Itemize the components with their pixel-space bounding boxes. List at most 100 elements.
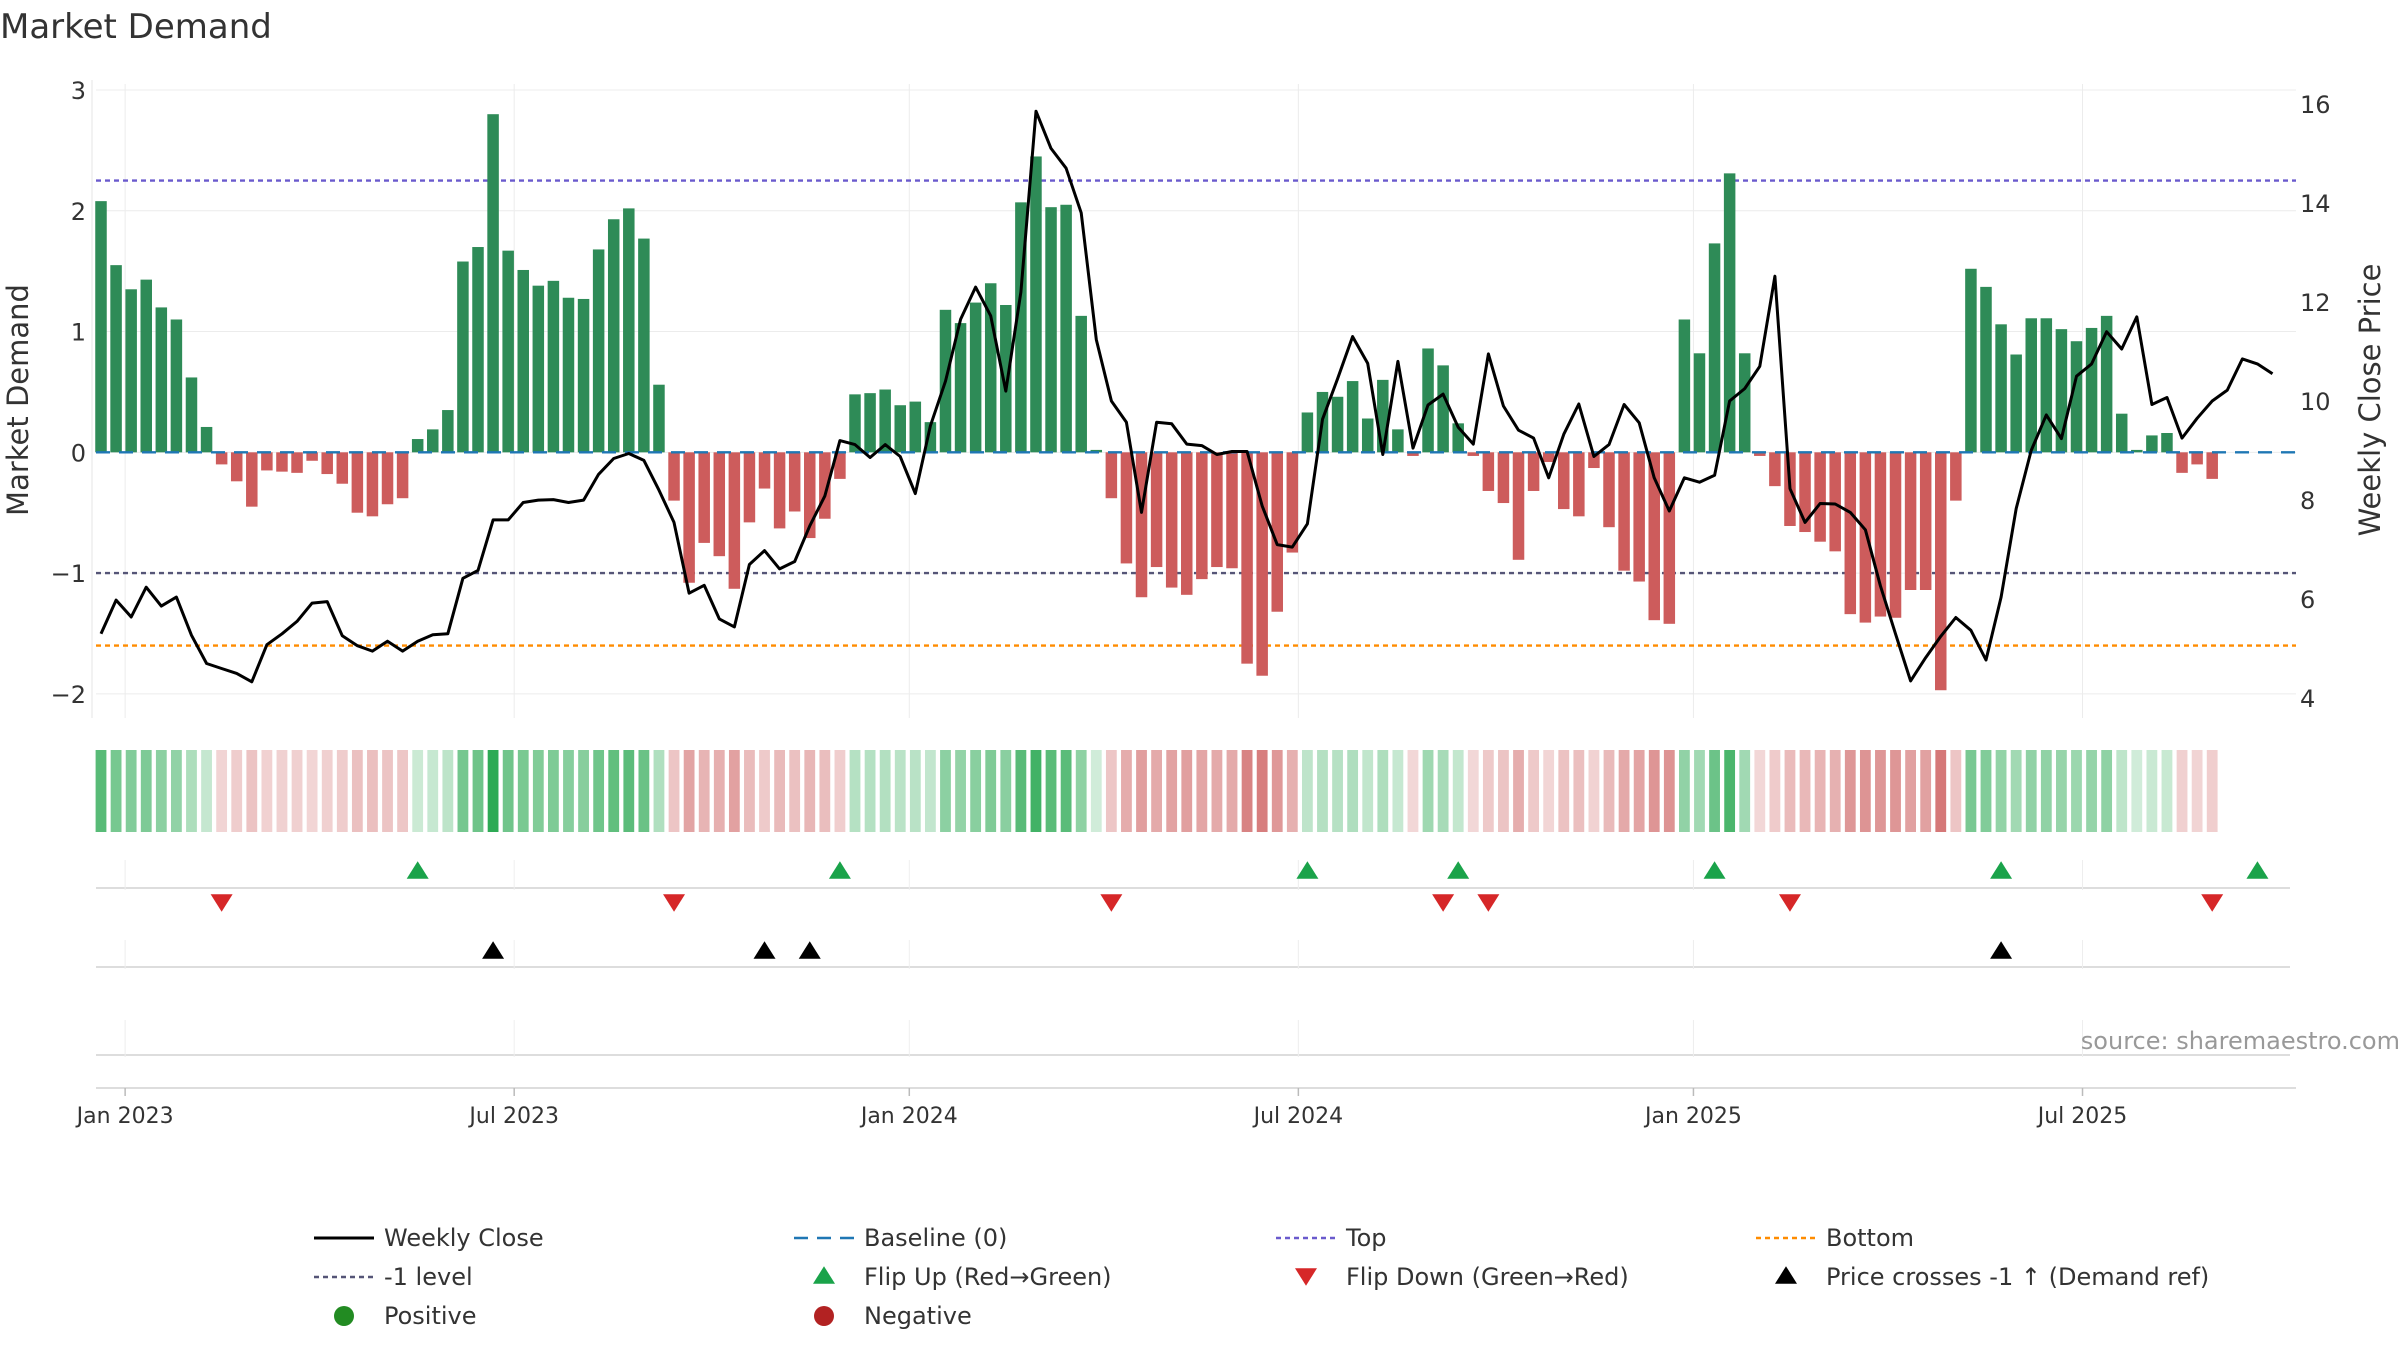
demand-bar-52 bbox=[879, 389, 891, 453]
demand-bar-71 bbox=[1165, 452, 1178, 588]
demand-bar-102 bbox=[1633, 452, 1645, 582]
demand-bar-27 bbox=[502, 250, 514, 453]
right-tick-label: 12 bbox=[2300, 289, 2331, 317]
heat-cell-115 bbox=[1829, 750, 1841, 832]
legend-swatch-triangle-up bbox=[1775, 1266, 1797, 1284]
demand-bar-57 bbox=[954, 323, 967, 453]
demand-bar-3 bbox=[140, 279, 152, 453]
heat-cell-13 bbox=[291, 750, 303, 832]
heat-cell-91 bbox=[1467, 750, 1479, 832]
heat-cell-32 bbox=[578, 750, 589, 832]
heat-cell-98 bbox=[1573, 750, 1585, 832]
demand-bar-46 bbox=[788, 452, 801, 512]
demand-bar-125 bbox=[1980, 286, 1992, 453]
heat-cell-67 bbox=[1105, 750, 1117, 832]
heat-cell-72 bbox=[1181, 750, 1193, 832]
demand-bar-73 bbox=[1196, 452, 1208, 580]
demand-bar-74 bbox=[1211, 452, 1223, 568]
heat-cell-137 bbox=[2161, 750, 2173, 832]
heat-cell-70 bbox=[1151, 750, 1162, 832]
demand-bar-116 bbox=[1844, 452, 1857, 615]
heat-cell-112 bbox=[1784, 750, 1796, 832]
right-tick-label: 4 bbox=[2300, 685, 2315, 713]
demand-bar-49 bbox=[834, 452, 846, 479]
demand-bar-100 bbox=[1603, 452, 1615, 528]
heat-cell-29 bbox=[532, 750, 544, 832]
demand-bar-92 bbox=[1482, 452, 1495, 491]
left-tick-label: −2 bbox=[51, 681, 86, 709]
x-tick-label: Jan 2024 bbox=[859, 1104, 958, 1129]
heat-cell-22 bbox=[427, 750, 439, 832]
flip-down-marker bbox=[1778, 894, 1801, 912]
legend-item: Top bbox=[1276, 1224, 1387, 1252]
heat-cell-33 bbox=[593, 750, 605, 832]
legend-item: -1 level bbox=[314, 1263, 473, 1291]
demand-bar-51 bbox=[864, 393, 876, 453]
heat-cell-30 bbox=[548, 750, 559, 832]
heat-cell-15 bbox=[321, 750, 333, 832]
demand-bar-19 bbox=[381, 452, 394, 505]
legend-item: Positive bbox=[334, 1302, 477, 1330]
heat-cell-136 bbox=[2146, 750, 2158, 832]
demand-bar-126 bbox=[1995, 324, 2007, 453]
heat-cell-77 bbox=[1256, 750, 1268, 832]
heat-cell-50 bbox=[849, 750, 861, 832]
bottom-panel bbox=[96, 1020, 2296, 1089]
heat-cell-36 bbox=[638, 750, 650, 832]
demand-bar-86 bbox=[1392, 429, 1404, 453]
demand-bar-80 bbox=[1301, 412, 1314, 453]
demand-bar-44 bbox=[758, 452, 771, 489]
heat-cell-73 bbox=[1196, 750, 1208, 832]
heat-cell-97 bbox=[1558, 750, 1570, 832]
heat-cell-133 bbox=[2101, 750, 2113, 832]
demand-bar-68 bbox=[1120, 452, 1133, 564]
heat-cell-6 bbox=[186, 750, 197, 832]
demand-bar-55 bbox=[924, 422, 937, 453]
heat-cell-60 bbox=[1000, 750, 1012, 832]
heat-cell-140 bbox=[2206, 750, 2218, 832]
flip-down-marker bbox=[210, 894, 233, 912]
flip-up-marker bbox=[1703, 861, 1726, 879]
left-tick-label: 2 bbox=[71, 198, 86, 226]
flip-down-marker bbox=[2201, 894, 2224, 912]
heat-cell-135 bbox=[2131, 750, 2143, 832]
heat-cell-3 bbox=[140, 750, 152, 832]
demand-bar-67 bbox=[1105, 452, 1118, 499]
heat-cell-84 bbox=[1362, 750, 1374, 832]
demand-bar-41 bbox=[713, 452, 726, 557]
heat-cell-64 bbox=[1060, 750, 1072, 832]
demand-bar-120 bbox=[1904, 452, 1917, 590]
heat-cell-38 bbox=[668, 750, 680, 832]
demand-bar-31 bbox=[562, 297, 575, 453]
heat-cell-99 bbox=[1588, 750, 1600, 832]
heat-cell-55 bbox=[925, 750, 936, 832]
heat-cell-54 bbox=[909, 750, 921, 832]
heat-cell-79 bbox=[1286, 750, 1298, 832]
left-tick-label: 0 bbox=[71, 439, 86, 467]
demand-bar-140 bbox=[2206, 452, 2218, 479]
heat-cell-5 bbox=[171, 750, 182, 832]
demand-bar-135 bbox=[2131, 449, 2143, 453]
demand-bar-5 bbox=[170, 319, 183, 453]
x-tick-label: Jan 2025 bbox=[1643, 1104, 1742, 1129]
demand-bar-108 bbox=[1723, 173, 1736, 453]
demand-bar-128 bbox=[2025, 318, 2037, 453]
heat-cell-111 bbox=[1769, 750, 1781, 832]
demand-bar-61 bbox=[1015, 202, 1027, 453]
heat-cell-28 bbox=[517, 750, 529, 832]
heat-cell-123 bbox=[1950, 750, 1962, 832]
legend-swatch-triangle-down bbox=[1295, 1268, 1317, 1286]
demand-bar-7 bbox=[200, 426, 213, 453]
left-tick-label: −1 bbox=[51, 560, 86, 588]
heat-cell-75 bbox=[1226, 750, 1238, 832]
heat-cell-88 bbox=[1422, 750, 1434, 832]
left-tick-label: 3 bbox=[71, 77, 86, 105]
demand-bar-45 bbox=[773, 452, 786, 529]
legend-label: Negative bbox=[864, 1302, 972, 1330]
heat-cell-42 bbox=[728, 750, 740, 832]
legend-label: Baseline (0) bbox=[864, 1224, 1007, 1252]
demand-heat-strip bbox=[95, 750, 2218, 832]
demand-bar-1 bbox=[110, 265, 122, 453]
heat-cell-93 bbox=[1498, 750, 1509, 832]
demand-bar-98 bbox=[1573, 452, 1585, 517]
